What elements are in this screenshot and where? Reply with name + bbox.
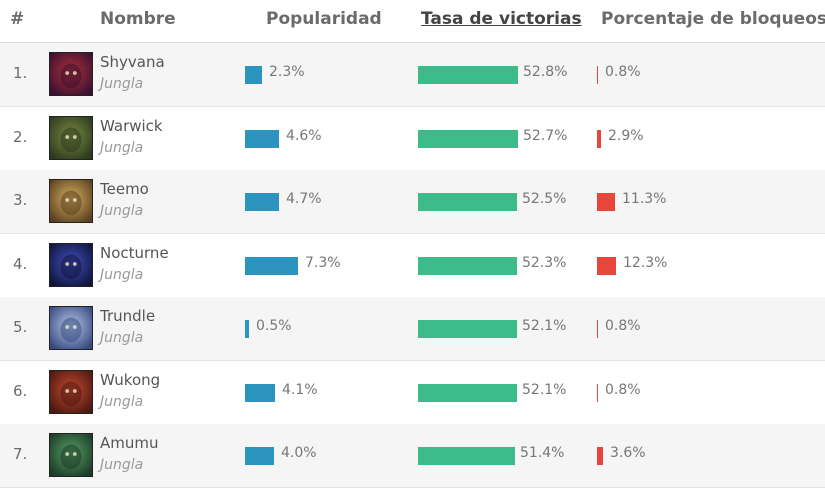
table-row[interactable]: 2. Warwick Jungla 4.6% 52.7% 2.9% [0,106,825,171]
champion-name[interactable]: Amumu [100,434,159,452]
banrate-value: 0.8% [605,64,641,80]
champion-avatar[interactable] [49,369,93,414]
banrate-value: 3.6% [610,445,646,461]
name-column-header[interactable]: Nombre [100,9,176,29]
banrate-value: 0.8% [605,381,641,398]
winrate-value: 52.1% [522,318,567,334]
popularity-bar [245,256,298,275]
champion-portrait-icon [50,307,92,349]
table-row[interactable]: 6. Wukong Jungla 4.1% 52.1% 0.8% [0,360,825,425]
champion-avatar[interactable] [49,306,93,350]
banrate-bar [597,66,598,84]
champion-name[interactable]: Nocturne [100,243,169,262]
champion-portrait-icon [50,180,92,222]
winrate-value: 52.1% [522,381,567,398]
popularity-value: 4.0% [281,445,317,461]
champion-portrait-icon [50,434,92,476]
winrate-value: 52.5% [522,191,567,207]
rank-number: 6. [13,381,28,400]
winrate-bar [418,129,518,148]
winrate-bar [418,256,517,275]
rank-number: 2. [13,127,28,146]
champion-portrait-icon [50,116,92,159]
champion-name[interactable]: Trundle [100,307,156,325]
popularity-value: 4.6% [286,127,322,144]
winrate-bar [418,320,517,338]
popularity-value: 2.3% [269,64,305,80]
champion-avatar[interactable] [49,115,93,160]
winrate-value: 52.7% [523,127,568,144]
champion-avatar[interactable] [49,433,93,477]
popularity-value: 7.3% [305,254,341,271]
champion-role: Jungla [100,330,144,346]
table-header: # Nombre Popularidad Tasa de victorias P… [0,0,825,43]
champion-portrait-icon [50,370,92,413]
banrate-bar [597,447,603,465]
champion-avatar[interactable] [49,179,93,223]
banrate-column-header[interactable]: Porcentaje de bloqueos [601,9,825,29]
winrate-value: 52.3% [522,254,567,271]
champion-role: Jungla [100,203,144,219]
popularity-bar [245,193,279,211]
popularity-bar [245,320,249,338]
banrate-bar [597,383,598,402]
rank-number: 7. [13,445,28,463]
champion-portrait-icon [50,243,92,286]
champion-name[interactable]: Shyvana [100,53,165,71]
champion-role: Jungla [100,139,144,156]
table-row[interactable]: 7. Amumu Jungla 4.0% 51.4% 3.6% [0,424,825,488]
champion-avatar[interactable] [49,52,93,96]
popularity-bar [245,66,262,84]
champion-avatar[interactable] [49,242,93,287]
popularity-bar [245,129,279,148]
rank-number: 3. [13,191,28,209]
champion-role: Jungla [100,393,144,410]
table-row[interactable]: 5. Trundle Jungla 0.5% 52.1% 0.8% [0,297,825,361]
banrate-value: 12.3% [623,254,668,271]
champion-name[interactable]: Teemo [100,180,149,198]
rank-number: 4. [13,254,28,273]
popularity-value: 4.1% [282,381,318,398]
winrate-bar [418,383,517,402]
winrate-bar [418,66,518,84]
champion-name[interactable]: Wukong [100,370,161,389]
popularity-bar [245,447,274,465]
winrate-column-header[interactable]: Tasa de victorias [421,9,582,29]
banrate-bar [597,129,601,148]
popularity-value: 4.7% [286,191,322,207]
winrate-value: 52.8% [523,64,568,80]
champion-name[interactable]: Warwick [100,116,163,135]
rank-number: 1. [13,64,28,82]
popularity-bar [245,383,275,402]
champion-portrait-icon [50,53,92,95]
champion-role: Jungla [100,266,144,283]
winrate-bar [418,447,515,465]
table-row[interactable]: 1. Shyvana Jungla 2.3% 52.8% 0.8% [0,43,825,107]
rank-number: 5. [13,318,28,336]
champion-role: Jungla [100,457,144,473]
banrate-bar [597,320,598,338]
popularity-column-header[interactable]: Popularidad [266,9,382,29]
table-row[interactable]: 4. Nocturne Jungla 7.3% 52.3% 12.3% [0,233,825,298]
popularity-value: 0.5% [256,318,292,334]
winrate-value: 51.4% [520,445,565,461]
rank-column-header[interactable]: # [10,9,25,29]
banrate-value: 11.3% [622,191,667,207]
banrate-value: 2.9% [608,127,644,144]
banrate-bar [597,256,616,275]
winrate-bar [418,193,517,211]
banrate-value: 0.8% [605,318,641,334]
champion-role: Jungla [100,76,144,92]
banrate-bar [597,193,615,211]
table-row[interactable]: 3. Teemo Jungla 4.7% 52.5% 11.3% [0,170,825,234]
